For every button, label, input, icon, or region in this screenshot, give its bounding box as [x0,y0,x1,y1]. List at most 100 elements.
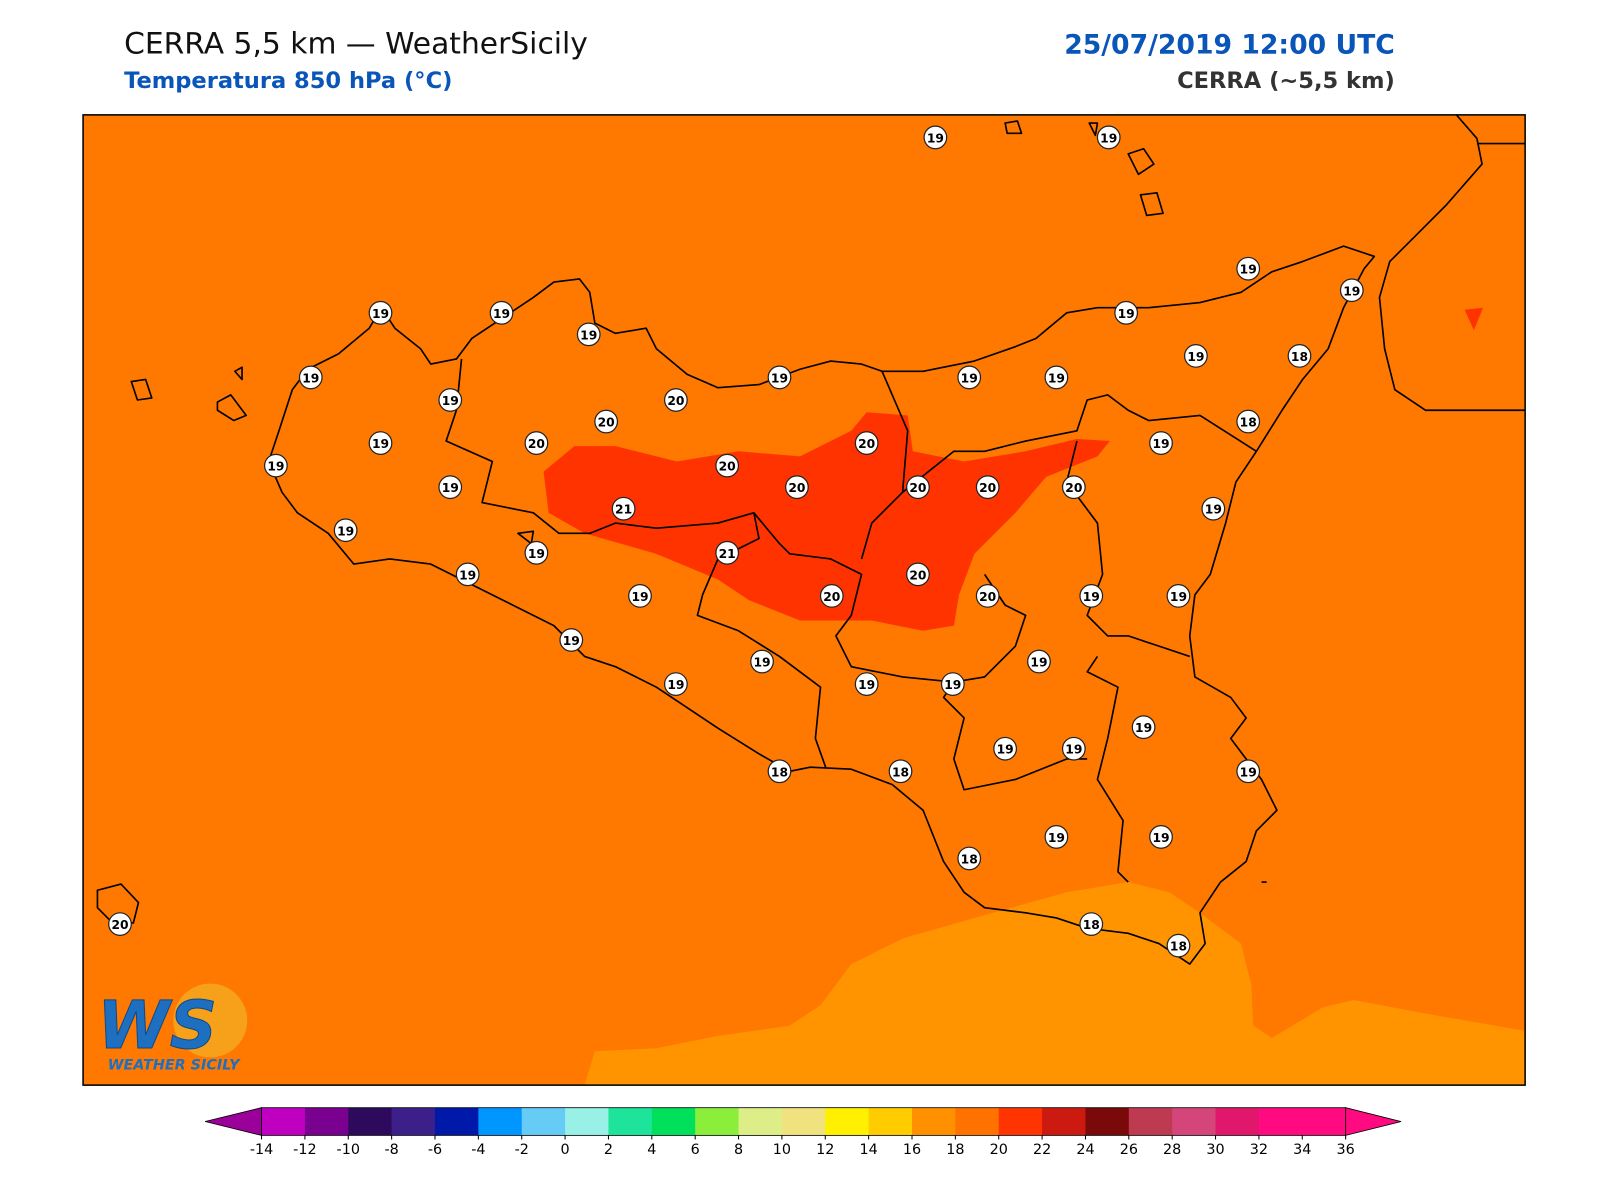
station-marker [854,431,879,455]
station-marker [767,759,792,784]
station-marker [1287,343,1312,368]
station-marker [1061,475,1086,500]
station: 19 [333,518,358,543]
station-value: 20 [788,481,805,495]
field-cooler [584,882,1526,1086]
station-value: 20 [111,918,128,932]
colorbar-segment [825,1107,870,1136]
colorbar-tick-label: 0 [561,1142,570,1158]
station-value: 20 [719,460,736,474]
colorbar-tick-label: -14 [250,1142,273,1158]
station-marker [750,649,774,674]
station: 21 [715,540,740,565]
station: 19 [1061,736,1086,761]
station: 19 [1131,715,1156,740]
station: 20 [594,409,619,434]
station-value: 20 [909,568,926,582]
logo-sun [173,983,248,1058]
station-marker [715,453,740,478]
station: 21 [611,496,636,521]
colorbar-segment [998,1107,1043,1136]
station-marker [368,431,393,455]
station-marker [333,518,358,543]
station-marker [906,475,930,500]
station: 19 [1096,125,1121,150]
station-marker [975,475,1000,500]
station-value: 19 [667,678,684,692]
colorbar-tick-label: 22 [1033,1142,1051,1158]
station: 19 [854,672,879,696]
colorbar-tick-label: -2 [515,1142,529,1158]
station-value: 18 [892,765,909,779]
station-marker [438,388,463,412]
station: 20 [108,912,132,936]
station-marker [1166,583,1191,608]
station-marker [263,453,288,478]
station-value: 18 [1240,416,1257,430]
station: 19 [559,628,584,652]
station-value: 20 [1065,481,1082,495]
station: 19 [489,300,514,325]
station-value: 19 [459,568,476,582]
station: 20 [854,431,879,455]
colorbar-segment [1215,1107,1260,1136]
station: 19 [455,562,480,587]
station: 19 [524,540,549,565]
station-marker [663,672,688,696]
colorbar-tick-label: -12 [293,1142,316,1158]
station: 20 [906,562,930,587]
colorbar-segment [1258,1107,1303,1136]
station: 20 [663,388,688,412]
map-frame [82,114,1526,1086]
colorbar-segment [651,1107,696,1136]
station: 19 [1149,431,1173,455]
station-value: 19 [1118,307,1135,321]
station-marker [888,759,913,784]
station: 19 [1044,825,1069,849]
station: 19 [263,453,288,478]
station-value: 19 [961,371,978,385]
station: 18 [1079,912,1104,936]
station-value: 19 [858,678,875,692]
station-value: 19 [442,394,459,408]
station-marker [1079,583,1104,608]
station-marker [663,388,688,412]
colorbar-tick-label: -4 [471,1142,485,1158]
station: 20 [1061,475,1086,500]
station-marker [576,322,601,347]
station-value: 19 [442,481,459,495]
station-value: 18 [1170,940,1187,954]
station: 19 [750,649,774,674]
station-value: 19 [1240,765,1257,779]
colorbar-segment [434,1107,479,1136]
colorbar-segment [912,1107,956,1136]
station-marker [438,475,463,500]
station: 18 [1166,933,1191,958]
station: 18 [1236,409,1261,434]
colorbar-segment [565,1107,609,1136]
station-value: 20 [823,590,840,604]
station: 19 [1114,300,1139,325]
stations: 19 19 19 19 19 19 19 19 19 19 19 19 19 18 19 20 20 18 19 20… [108,125,1364,958]
title: CERRA 5,5 km — WeatherSicily [124,26,588,61]
colorbar-tick-label: 30 [1206,1142,1224,1158]
colorbar-segment [781,1107,826,1136]
station-value: 18 [771,765,788,779]
colorbar-tick-label: 32 [1250,1142,1268,1158]
colorbar-tick-label: 10 [773,1142,791,1158]
station: 19 [1149,825,1173,849]
station-value: 20 [858,437,875,451]
station: 19 [1236,256,1261,281]
station-marker [1027,649,1051,674]
station: 19 [923,125,948,150]
station: 19 [957,365,982,390]
station-value: 19 [631,590,648,604]
station-value: 18 [1083,918,1100,932]
station-value: 19 [1205,503,1222,517]
station-value: 19 [1135,721,1152,735]
model: CERRA (~5,5 km) [1177,68,1395,94]
station: 18 [767,759,792,784]
colorbar-tick-label: 14 [860,1142,878,1158]
colorbar-frame [261,1107,1347,1136]
